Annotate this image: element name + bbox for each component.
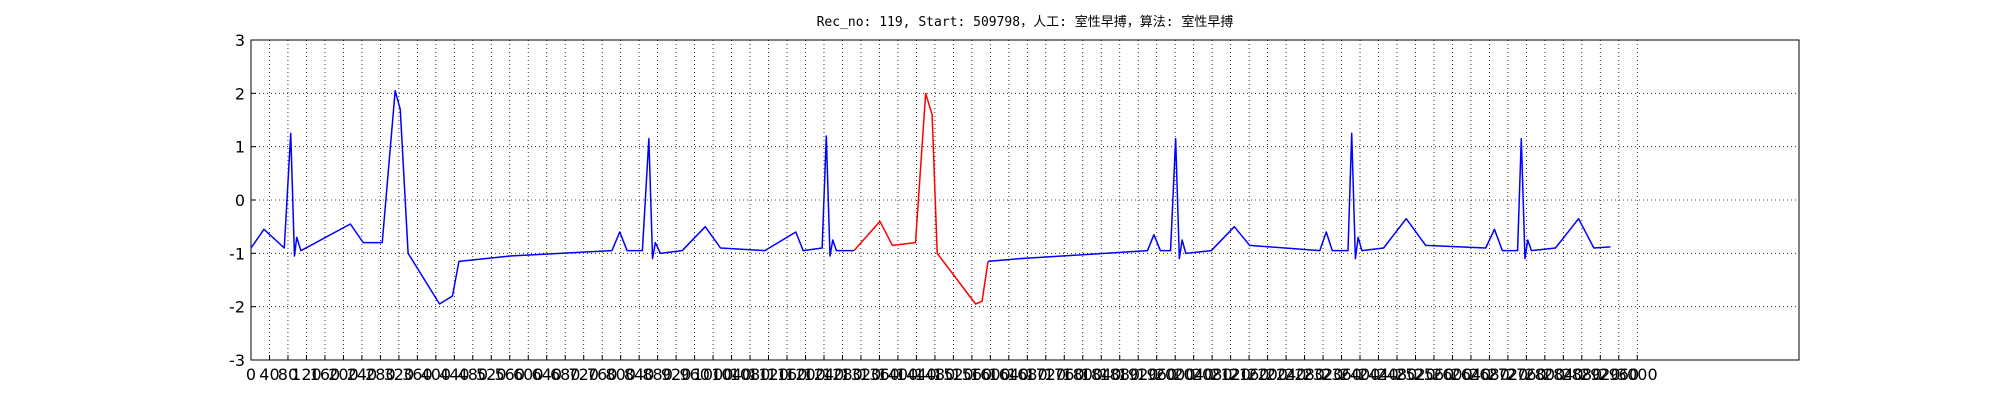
x-tick-label: 2680 bbox=[1469, 365, 1510, 384]
x-tick-label: 400 bbox=[421, 365, 452, 384]
x-tick-label: 200 bbox=[328, 365, 359, 384]
x-tick-label: 1640 bbox=[988, 365, 1029, 384]
x-tick-label: 2160 bbox=[1229, 365, 1270, 384]
x-tick-label: 2760 bbox=[1506, 365, 1547, 384]
x-tick-label: 2800 bbox=[1524, 365, 1565, 384]
x-tick-label: 720 bbox=[568, 365, 599, 384]
x-tick-label: 2440 bbox=[1358, 365, 1399, 384]
y-tick-label: -2 bbox=[229, 298, 245, 317]
x-tick-label: 0 bbox=[246, 365, 256, 384]
x-tick-label: 2600 bbox=[1432, 365, 1473, 384]
x-tick-label: 1040 bbox=[711, 365, 752, 384]
x-tick-label: 2240 bbox=[1266, 365, 1307, 384]
x-tick-label: 1600 bbox=[970, 365, 1011, 384]
x-tick-label: 2960 bbox=[1598, 365, 1639, 384]
x-tick-label: 2480 bbox=[1377, 365, 1418, 384]
x-tick-label: 2560 bbox=[1414, 365, 1455, 384]
x-tick-label: 2720 bbox=[1488, 365, 1529, 384]
x-tick-label: 80 bbox=[278, 365, 298, 384]
x-tick-label: 2120 bbox=[1210, 365, 1251, 384]
x-tick-label: 680 bbox=[550, 365, 581, 384]
x-tick-label: 120 bbox=[291, 365, 322, 384]
x-tick-label: 1240 bbox=[804, 365, 845, 384]
x-tick-label: 1360 bbox=[859, 365, 900, 384]
x-tick-label: 840 bbox=[624, 365, 655, 384]
x-tick-label: 3000 bbox=[1617, 365, 1658, 384]
x-tick-label: 1840 bbox=[1081, 365, 1122, 384]
x-tick-label: 2280 bbox=[1284, 365, 1325, 384]
x-tick-label: 2840 bbox=[1543, 365, 1584, 384]
x-tick-label: 1160 bbox=[767, 365, 808, 384]
x-tick-label: 1000 bbox=[693, 365, 734, 384]
x-tick-label: 520 bbox=[476, 365, 507, 384]
x-tick-label: 2880 bbox=[1561, 365, 1602, 384]
y-tick-label: 1 bbox=[235, 138, 245, 157]
chart-title: Rec_no: 119, Start: 509798，人工: 室性早搏，算法: … bbox=[817, 14, 1234, 30]
x-tick-label: 1920 bbox=[1118, 365, 1159, 384]
x-tick-label: 760 bbox=[587, 365, 618, 384]
x-tick-label: 160 bbox=[310, 365, 341, 384]
x-tick-label: 440 bbox=[439, 365, 470, 384]
x-tick-label: 1680 bbox=[1007, 365, 1048, 384]
x-tick-label: 960 bbox=[679, 365, 710, 384]
x-tick-label: 2320 bbox=[1303, 365, 1344, 384]
x-tick-label: 240 bbox=[347, 365, 378, 384]
x-tick-label: 1400 bbox=[878, 365, 919, 384]
x-tick-label: 800 bbox=[605, 365, 636, 384]
x-tick-label: 1760 bbox=[1044, 365, 1085, 384]
x-tick-label: 2640 bbox=[1451, 365, 1492, 384]
x-tick-label: 920 bbox=[661, 365, 692, 384]
x-tick-label: 2360 bbox=[1321, 365, 1362, 384]
x-tick-label: 1320 bbox=[841, 365, 882, 384]
x-tick-label: 1120 bbox=[748, 365, 789, 384]
y-tick-label: -3 bbox=[229, 351, 245, 370]
y-tick-label: -1 bbox=[229, 244, 245, 263]
x-tick-label: 1280 bbox=[822, 365, 863, 384]
y-tick-label: 2 bbox=[235, 84, 245, 103]
x-tick-label: 2040 bbox=[1173, 365, 1214, 384]
y-tick-label: 3 bbox=[235, 31, 245, 50]
x-tick-label: 1080 bbox=[730, 365, 771, 384]
x-tick-label: 1520 bbox=[933, 365, 974, 384]
x-tick-label: 40 bbox=[259, 365, 279, 384]
x-tick-label: 2920 bbox=[1580, 365, 1621, 384]
x-tick-label: 2520 bbox=[1395, 365, 1436, 384]
x-tick-label: 320 bbox=[384, 365, 415, 384]
x-tick-label: 1800 bbox=[1062, 365, 1103, 384]
x-tick-label: 880 bbox=[642, 365, 673, 384]
ecg-line bbox=[250, 89, 1611, 305]
x-tick-label: 2400 bbox=[1340, 365, 1381, 384]
x-tick-label: 1200 bbox=[785, 365, 826, 384]
x-tick-label: 560 bbox=[494, 365, 525, 384]
x-tick-label: 2080 bbox=[1192, 365, 1233, 384]
x-tick-label: 1480 bbox=[915, 365, 956, 384]
x-tick-label: 1880 bbox=[1099, 365, 1140, 384]
x-tick-label: 480 bbox=[458, 365, 489, 384]
x-tick-label: 360 bbox=[402, 365, 433, 384]
ecg-line bbox=[853, 92, 989, 305]
x-tick-label: 640 bbox=[531, 365, 562, 384]
x-tick-label: 1960 bbox=[1136, 365, 1177, 384]
x-tick-label: 280 bbox=[365, 365, 396, 384]
x-tick-label: 1440 bbox=[896, 365, 937, 384]
x-tick-label: 2000 bbox=[1155, 365, 1196, 384]
x-tick-label: 1560 bbox=[952, 365, 993, 384]
x-tick-label: 2200 bbox=[1247, 365, 1288, 384]
x-tick-label: 1720 bbox=[1025, 365, 1066, 384]
y-tick-label: 0 bbox=[235, 191, 245, 210]
x-tick-label: 600 bbox=[513, 365, 544, 384]
